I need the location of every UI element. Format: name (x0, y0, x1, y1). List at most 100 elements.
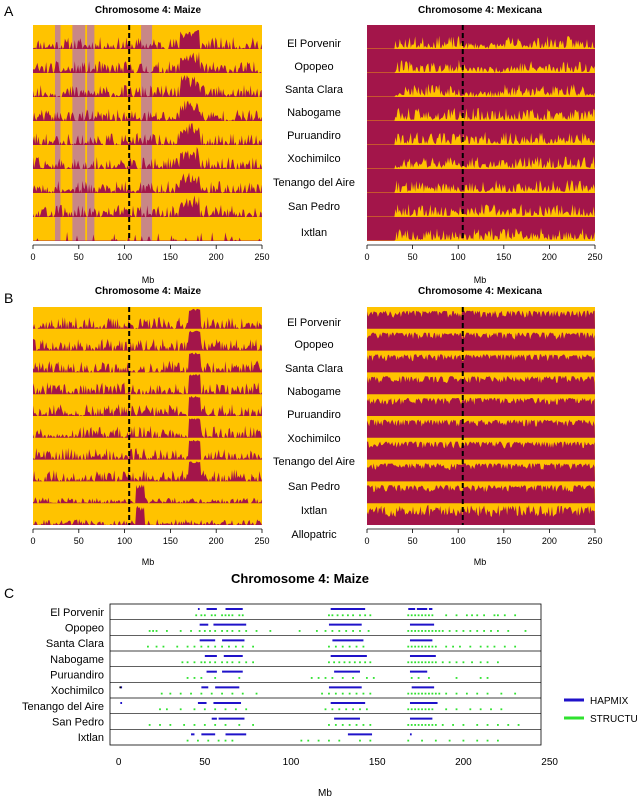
structure-point (486, 692, 489, 695)
structure-point (424, 630, 427, 632)
structure-point (241, 645, 244, 648)
structure-point (524, 630, 527, 632)
x-tick-label: 0 (364, 536, 369, 546)
structure-point (476, 692, 479, 695)
structure-point (369, 614, 372, 617)
structure-point (155, 630, 158, 632)
structure-point (503, 645, 506, 648)
structure-point (503, 614, 506, 617)
structure-point (445, 708, 448, 711)
structure-point (369, 692, 372, 695)
population-label: San Pedro (52, 717, 104, 729)
panel-b-population-labels: El Porvenir Opopeo Santa Clara Nabogame … (273, 317, 355, 541)
ancestry-area-row (367, 83, 595, 97)
structure-point (210, 692, 213, 695)
structure-point (462, 739, 465, 742)
structure-point (343, 661, 346, 664)
structure-point (179, 692, 182, 695)
ancestry-area-row (367, 332, 595, 351)
structure-point (445, 614, 448, 617)
population-label: Puruandiro (50, 670, 104, 682)
population-label: Xochimilco (51, 685, 104, 697)
population-label: Puruandiro (287, 130, 341, 142)
structure-point (193, 724, 196, 726)
ancestry-area-row (33, 172, 262, 193)
structure-point (431, 645, 434, 648)
structure-point (438, 630, 441, 632)
population-label: Santa Clara (46, 638, 105, 650)
ancestry-area-row (367, 59, 595, 73)
structure-point (338, 661, 341, 664)
structure-point (355, 692, 358, 695)
structure-point (445, 645, 448, 648)
structure-point (455, 677, 458, 679)
structure-point (209, 630, 211, 632)
structure-point (231, 614, 234, 617)
x-tick-label: 250 (254, 252, 269, 262)
structure-point (359, 708, 361, 711)
structure-point (452, 645, 454, 648)
population-label: Puruandiro (287, 409, 341, 421)
structure-point (352, 708, 354, 711)
ancestry-area-row (367, 441, 595, 460)
x-tick-label: 50 (408, 252, 418, 262)
structure-point (507, 724, 510, 726)
structure-point (417, 661, 420, 664)
structure-point (407, 614, 410, 617)
structure-point (486, 724, 489, 726)
plot-background (367, 25, 595, 241)
structure-point (507, 630, 510, 632)
structure-point (193, 677, 196, 679)
structure-point (410, 661, 413, 664)
structure-point (428, 614, 430, 617)
x-tick-label: 100 (283, 757, 300, 768)
structure-point (231, 661, 234, 664)
panel-label-a: A (4, 3, 14, 19)
structure-point (190, 692, 192, 695)
structure-point (214, 645, 217, 648)
structure-point (462, 661, 465, 664)
x-axis-label: Mb (474, 557, 487, 567)
structure-point (176, 645, 179, 648)
structure-point (203, 630, 206, 632)
ancestry-area-row (367, 463, 595, 482)
x-tick-label: 0 (30, 252, 35, 262)
structure-point (514, 645, 517, 648)
structure-point (221, 630, 223, 632)
structure-point (407, 630, 410, 632)
population-label: Opopeo (294, 61, 333, 73)
population-label: Tenango del Aire (273, 456, 355, 468)
structure-point (424, 692, 427, 695)
structure-point (200, 645, 203, 648)
x-tick-label: 50 (74, 252, 84, 262)
population-label: Ixtlan (78, 732, 104, 744)
structure-point (369, 724, 372, 726)
structure-point (372, 677, 375, 679)
structure-point (217, 739, 220, 742)
structure-point (500, 692, 503, 695)
population-label: Santa Clara (285, 363, 344, 375)
structure-point (431, 708, 434, 711)
structure-point (203, 724, 206, 726)
structure-point (517, 724, 520, 726)
ancestry-area-row (33, 195, 262, 217)
structure-point (421, 645, 423, 648)
structure-point (321, 692, 323, 695)
x-tick-label: 200 (209, 252, 224, 262)
structure-point (362, 724, 365, 726)
ancestry-area-row (33, 308, 262, 329)
structure-point (315, 630, 318, 632)
structure-point (359, 614, 361, 617)
structure-point (424, 724, 427, 726)
population-label: Nabogame (287, 386, 341, 398)
ancestry-area-row (33, 352, 262, 373)
population-label: Xochimilco (287, 153, 340, 165)
structure-point (424, 645, 427, 648)
structure-point (348, 692, 351, 695)
structure-point (421, 614, 423, 617)
structure-point (159, 724, 161, 726)
ancestry-area-row (367, 35, 595, 49)
structure-point (348, 724, 351, 726)
structure-point (352, 630, 354, 632)
x-tick-label: 100 (117, 252, 132, 262)
